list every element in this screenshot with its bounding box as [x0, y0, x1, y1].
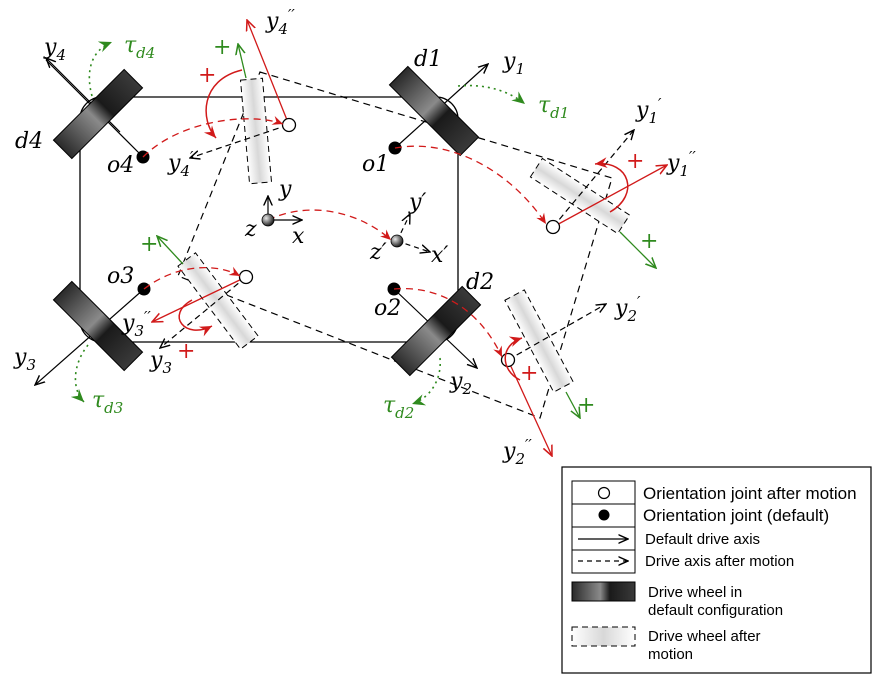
- torque-d1: [457, 84, 526, 105]
- axis-y4p: [190, 124, 289, 158]
- label-center-yp: y′: [408, 190, 426, 215]
- label-o1: o1: [362, 152, 389, 177]
- torque-d2: [411, 357, 441, 406]
- plus-red-3: +: [177, 339, 195, 364]
- legend: Orientation joint after motion Orientati…: [561, 466, 872, 674]
- plus-red-4: +: [198, 63, 216, 88]
- label-o3: o3: [107, 264, 134, 289]
- joint-o4-after: [281, 117, 297, 133]
- plus-green-1: +: [640, 229, 658, 254]
- label-tau-d3: τd3: [92, 388, 123, 417]
- wheel-d3-default: [52, 280, 144, 372]
- label-y1: y1: [502, 49, 525, 78]
- chassis-body: [79, 96, 459, 343]
- label-y2pp: y2′′: [502, 436, 532, 468]
- axis-y4pp: [247, 20, 290, 126]
- legend-label-joint-default: Orientation joint (default): [643, 506, 829, 525]
- label-y4p: y4′: [167, 148, 194, 180]
- plus-green-2: +: [577, 393, 595, 418]
- label-tau-d4: τd4: [124, 33, 155, 62]
- label-tau-d1: τd1: [538, 93, 569, 122]
- label-y3pp: y3′′: [121, 308, 151, 340]
- legend-wheel-after-icon: [571, 626, 636, 647]
- wheel-d4-after: [239, 77, 273, 185]
- wheel-d1-default: [388, 65, 480, 157]
- label-y1p: y1′: [635, 95, 662, 127]
- wheel-d2-after: [504, 289, 574, 393]
- axis-y3p: [160, 276, 247, 348]
- joint-o1-after: [545, 219, 561, 235]
- label-d4: d4: [15, 129, 43, 154]
- label-d2: d2: [466, 270, 494, 295]
- legend-label-after-axis: Drive axis after motion: [645, 553, 794, 570]
- axis-y2p: [507, 304, 606, 361]
- label-y1pp: y1′′: [666, 148, 696, 180]
- arm-o3: [35, 288, 145, 385]
- rotation-arc-1: [594, 157, 629, 213]
- rotation-arc-3: [178, 299, 213, 337]
- axis-y1pp: [552, 165, 667, 228]
- motion-path-o3: [143, 266, 241, 290]
- label-y4: y4: [43, 35, 66, 64]
- label-o4: o4: [107, 153, 134, 178]
- joint-o2-after: [500, 352, 516, 368]
- legend-label-joint-after: Orientation joint after motion: [643, 484, 857, 503]
- wheel-d1-after: [529, 157, 631, 235]
- plus-green-3: +: [140, 232, 158, 257]
- legend-label-wheel-after-1: Drive wheel after: [648, 628, 761, 645]
- green-axis-4: [238, 44, 247, 79]
- motion-path-center: [267, 209, 392, 241]
- label-center-zp: z′: [369, 240, 387, 265]
- label-center-x: x: [292, 224, 305, 249]
- legend-label-wheel-default-1: Drive wheel in: [648, 584, 742, 601]
- label-y2p: y2′: [614, 293, 641, 325]
- center-point-after: [390, 234, 404, 248]
- plus-red-2: +: [520, 361, 538, 386]
- motion-path-o1: [394, 145, 547, 225]
- center-xp-axis: [396, 240, 430, 252]
- green-axis-2: [565, 391, 580, 418]
- green-axis-3: [157, 236, 184, 265]
- rotation-arc-2: [504, 336, 523, 381]
- center-point-default: [261, 213, 275, 227]
- plus-green-4: +: [213, 35, 231, 60]
- chassis-after-motion: [177, 71, 613, 419]
- axis-y3pp: [152, 276, 247, 322]
- wheel-d3-after: [177, 252, 259, 350]
- motion-path-o4: [142, 116, 284, 158]
- axis-y1p: [552, 130, 634, 228]
- label-center-y: y: [278, 177, 292, 202]
- torque-d4: [88, 41, 113, 97]
- label-center-z: z: [244, 217, 257, 242]
- label-y2: y2: [449, 369, 472, 398]
- label-d1: d1: [414, 47, 442, 72]
- legend-label-wheel-default-2: default configuration: [648, 602, 783, 619]
- legend-joint-default-icon: [598, 509, 610, 521]
- legend-wheel-default-icon: [571, 581, 636, 602]
- joint-o3-after: [238, 269, 254, 285]
- legend-joint-after-icon: [597, 486, 611, 500]
- label-y4pp: y4′′: [265, 6, 295, 38]
- label-center-xp: x′: [431, 243, 448, 268]
- rotation-arc-4: [203, 69, 243, 139]
- torque-d3: [70, 344, 89, 403]
- label-y3p: y3: [149, 348, 172, 377]
- wheel-d4-default: [52, 68, 144, 160]
- label-y3: y3: [13, 345, 36, 374]
- legend-label-wheel-after-2: motion: [648, 646, 693, 663]
- wheel-d2-default: [390, 285, 482, 377]
- green-axis-1: [619, 231, 656, 268]
- motion-path-o2: [393, 287, 503, 358]
- axis-y2pp: [507, 359, 552, 456]
- label-tau-d2: τd2: [383, 393, 414, 422]
- plus-red-1: +: [626, 149, 644, 174]
- label-o2: o2: [374, 296, 401, 321]
- legend-label-default-axis: Default drive axis: [645, 531, 760, 548]
